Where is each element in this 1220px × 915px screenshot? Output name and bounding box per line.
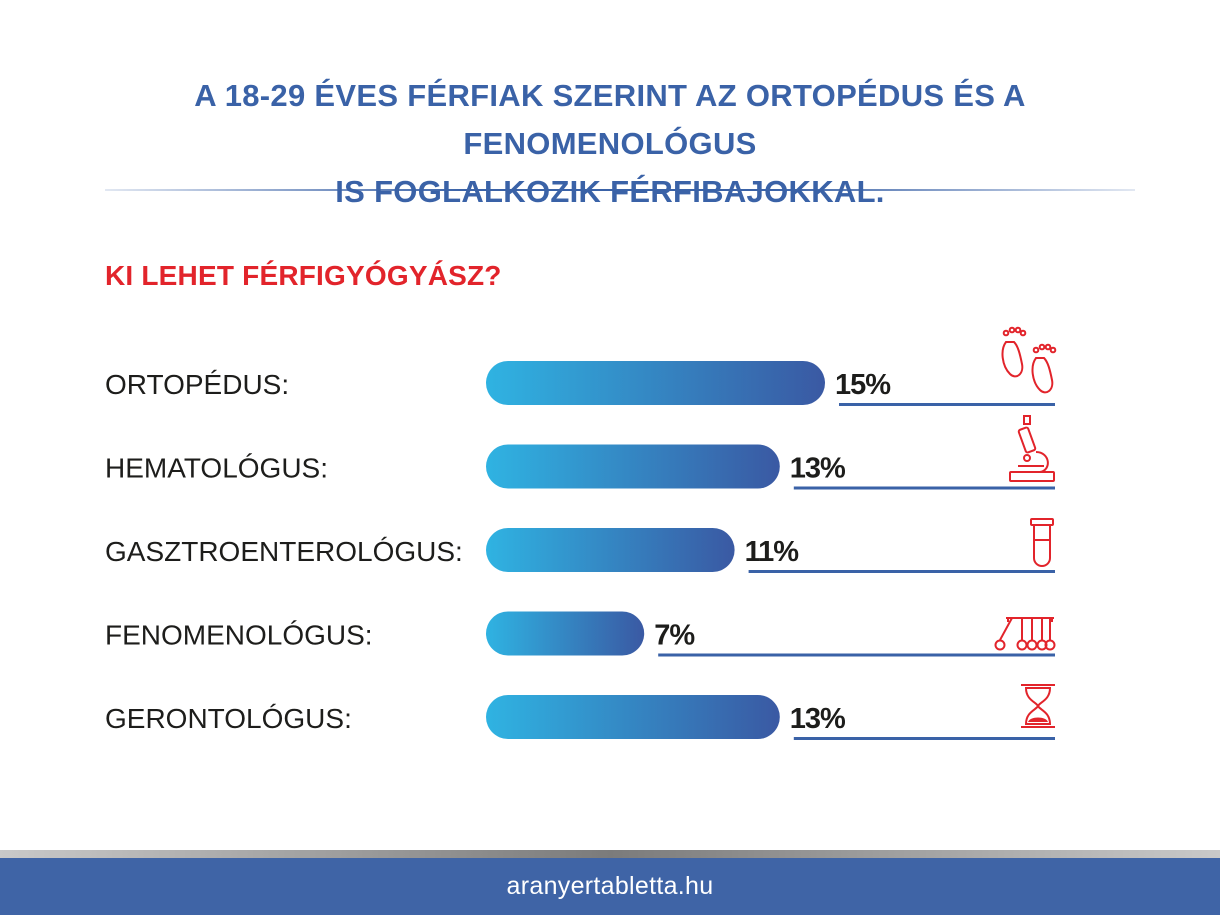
value-label: 13%: [790, 703, 846, 735]
category-label: HEMATOLÓGUS:: [105, 453, 328, 484]
bar: [486, 528, 735, 572]
category-label: GERONTOLÓGUS:: [105, 703, 352, 734]
feet-icon: [1001, 326, 1057, 394]
value-underline: [793, 486, 1055, 490]
value-underline: [748, 570, 1055, 573]
chart-row: HEMATOLÓGUS: 13%: [105, 415, 1055, 490]
category-label: ORTOPÉDUS:: [105, 369, 289, 400]
footer-bar: aranyertabletta.hu: [0, 858, 1220, 915]
chart-title: KI LEHET FÉRFIGYÓGYÁSZ?: [105, 260, 502, 291]
value-underline: [839, 403, 1055, 406]
value-label: 7%: [654, 620, 695, 652]
title-line-1: A 18-29 ÉVES FÉRFIAK SZERINT AZ ORTOPÉDU…: [194, 78, 1026, 161]
value-label: 15%: [835, 369, 891, 401]
bar: [486, 361, 825, 405]
footer-stripe: [0, 850, 1220, 858]
category-label: FENOMENOLÓGUS:: [105, 620, 373, 651]
value-label: 13%: [790, 453, 846, 485]
bar-chart: ORTOPÉDUS: 15% HEMATOLÓGUS: 13% GASZTROENTER…: [105, 326, 1057, 740]
hourglass-icon: [1021, 684, 1055, 728]
bar: [486, 444, 780, 489]
test-tube-icon: [1030, 518, 1054, 567]
value-underline: [793, 737, 1055, 740]
value-underline: [658, 653, 1055, 657]
footer-site-link[interactable]: aranyertabletta.hu: [506, 872, 714, 900]
title-line-2: IS FOGLALKOZIK FÉRFIBAJOKKAL.: [335, 174, 885, 209]
chart-row: FENOMENOLÓGUS: 7%: [105, 611, 1056, 657]
chart-row: GERONTOLÓGUS: 13%: [105, 684, 1055, 740]
chart-row: GASZTROENTEROLÓGUS: 11%: [105, 518, 1055, 573]
chart-row: ORTOPÉDUS: 15%: [105, 326, 1057, 406]
bar: [486, 695, 780, 739]
category-label: GASZTROENTEROLÓGUS:: [105, 536, 463, 567]
microscope-icon: [1009, 415, 1055, 482]
page-title: A 18-29 ÉVES FÉRFIAK SZERINT AZ ORTOPÉDU…: [60, 72, 1160, 216]
newtons-cradle-icon: [994, 617, 1056, 651]
value-label: 11%: [745, 536, 800, 568]
title-divider: [105, 189, 1135, 191]
bar: [486, 611, 645, 656]
